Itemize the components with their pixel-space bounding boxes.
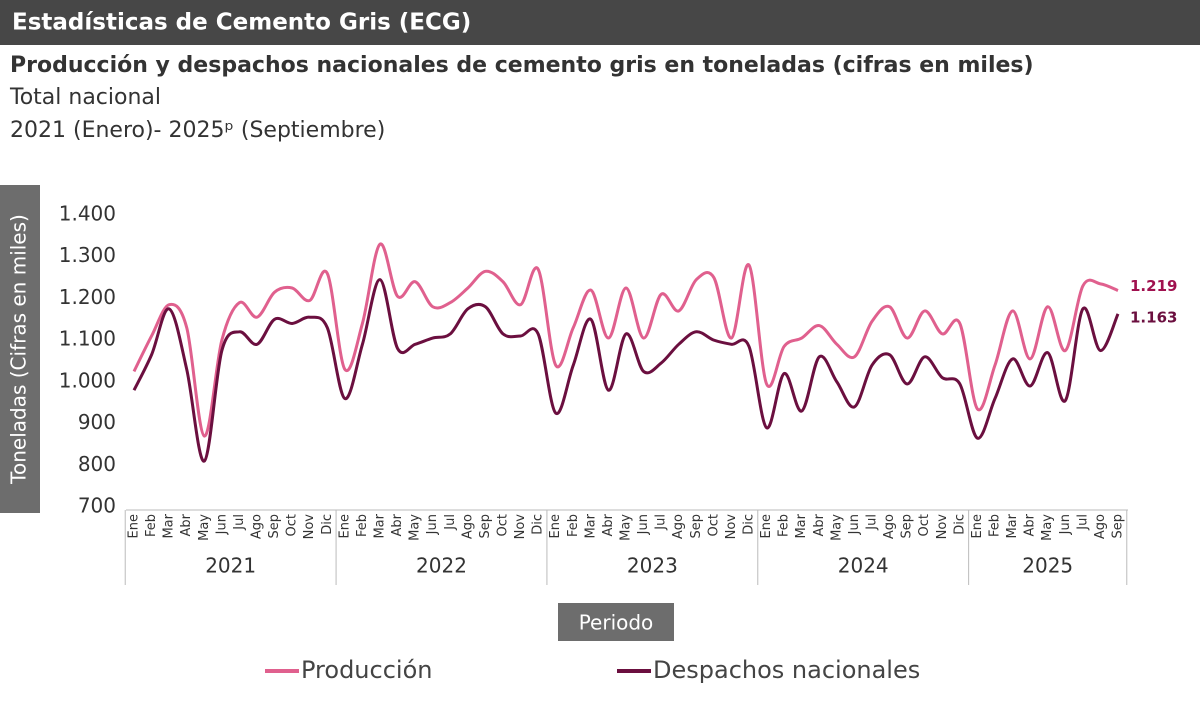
legend-label: Despachos nacionales <box>653 656 920 684</box>
x-tick-label: Oct <box>496 514 511 536</box>
year-label: 2023 <box>627 554 678 578</box>
x-tick-label: Sep <box>267 514 282 539</box>
x-tick-label: Oct <box>917 514 932 536</box>
x-tick-label: Jul <box>232 514 247 531</box>
year-label: 2021 <box>205 554 256 578</box>
x-tick-label: May <box>408 514 423 541</box>
chart-subtitle: Total nacional <box>9 85 161 110</box>
x-tick-label: Sep <box>689 514 704 539</box>
x-tick-label: Mar <box>162 513 177 538</box>
y-tick-label: 1.300 <box>59 243 116 267</box>
x-tick-label: Feb <box>777 514 792 537</box>
x-tick-label: Nov <box>513 514 528 540</box>
x-tick-label: Ene <box>970 514 985 538</box>
x-tick-label: Dic <box>531 514 546 535</box>
x-tick-label: Oct <box>706 514 721 536</box>
y-tick-label: 1.000 <box>59 368 116 392</box>
x-tick-label: Ene <box>548 514 563 538</box>
data-label: 1.163 <box>1130 308 1177 326</box>
x-tick-label: Feb <box>144 514 159 537</box>
x-tick-label: Abr <box>1023 513 1038 536</box>
x-tick-label: Ago <box>1093 514 1108 539</box>
x-tick-label: Jun <box>847 514 862 535</box>
y-tick-label: 700 <box>78 494 116 518</box>
x-tick-label: Jun <box>425 514 440 535</box>
x-tick-label: Sep <box>478 514 493 539</box>
x-tick-label: Ago <box>250 514 265 539</box>
year-label: 2025 <box>1022 554 1073 578</box>
x-tick-label: Dic <box>742 514 757 535</box>
x-tick-label: Nov <box>302 514 317 540</box>
x-tick-label: Nov <box>724 514 739 540</box>
x-tick-label: Jun <box>636 514 651 535</box>
header-title: Estadísticas de Cemento Gris (ECG) <box>12 10 471 36</box>
year-label: 2024 <box>838 554 889 578</box>
y-tick-label: 1.100 <box>59 327 116 351</box>
x-tick-label: May <box>1040 514 1055 541</box>
x-tick-label: Feb <box>355 514 370 537</box>
x-tick-label: Feb <box>988 514 1003 537</box>
x-tick-label: Mar <box>1005 513 1020 538</box>
header-bar <box>0 0 1200 45</box>
y-tick-label: 800 <box>78 452 116 476</box>
x-tick-label: Abr <box>601 513 616 536</box>
y-tick-label: 1.400 <box>59 202 116 226</box>
y-axis-label: Toneladas (Cifras en miles) <box>7 214 31 485</box>
x-label-box <box>558 603 674 641</box>
x-tick-label: Jul <box>654 514 669 531</box>
x-tick-label: Ene <box>759 514 774 538</box>
series-line <box>132 278 1120 463</box>
year-label: 2022 <box>416 554 467 578</box>
x-tick-label: Abr <box>179 513 194 536</box>
x-tick-label: Oct <box>285 514 300 536</box>
x-tick-label: Jun <box>1058 514 1073 535</box>
legend-label: Producción <box>301 656 432 684</box>
y-tick-label: 1.200 <box>59 285 116 309</box>
x-tick-label: Nov <box>935 514 950 540</box>
x-tick-label: Mar <box>583 513 598 538</box>
data-label: 1.219 <box>1130 277 1177 295</box>
x-axis-label: Periodo <box>579 611 654 635</box>
chart-title: Producción y despachos nacionales de cem… <box>10 53 1034 78</box>
x-tick-label: Sep <box>1111 514 1126 539</box>
x-tick-label: Ene <box>337 514 352 538</box>
x-tick-label: Mar <box>373 513 388 538</box>
x-tick-label: Ago <box>460 514 475 539</box>
series-line <box>132 242 1119 438</box>
x-tick-label: Abr <box>812 513 827 536</box>
x-tick-label: May <box>619 514 634 541</box>
x-tick-label: Mar <box>794 513 809 538</box>
x-tick-label: Ene <box>127 514 142 538</box>
x-tick-label: Abr <box>390 513 405 536</box>
chart-period: 2021 (Enero)- 2025ᵖ (Septiembre) <box>10 118 385 143</box>
y-label-box <box>0 185 40 513</box>
x-tick-label: May <box>197 514 212 541</box>
y-tick-label: 900 <box>78 410 116 434</box>
x-tick-label: Dic <box>952 514 967 535</box>
x-tick-label: Dic <box>320 514 335 535</box>
x-tick-label: Jul <box>1075 514 1090 531</box>
x-tick-label: Jul <box>865 514 880 531</box>
x-tick-label: Jun <box>214 514 229 535</box>
x-tick-label: May <box>829 514 844 541</box>
x-tick-label: Ago <box>671 514 686 539</box>
x-tick-label: Ago <box>882 514 897 539</box>
x-tick-label: Jul <box>443 514 458 531</box>
x-tick-label: Feb <box>566 514 581 537</box>
x-tick-label: Sep <box>900 514 915 539</box>
